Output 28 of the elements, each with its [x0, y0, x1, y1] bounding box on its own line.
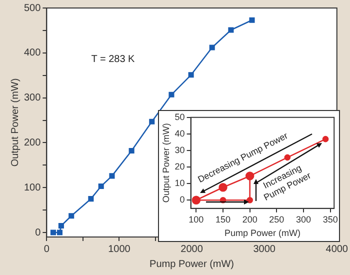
- y-tick-label: 30: [174, 144, 185, 155]
- x-axis-title: Pump Power (mW): [224, 228, 300, 238]
- x-tick-label: 1000: [108, 244, 131, 255]
- x-tick-label: 150: [215, 214, 231, 224]
- x-axis-title: Pump Power (mW): [150, 258, 234, 270]
- x-tick-label: 3000: [253, 244, 276, 255]
- x-tick-label: 300: [296, 214, 312, 224]
- y-tick-label: 10: [174, 178, 185, 188]
- y-tick-label: 0: [180, 194, 185, 205]
- y-axis-title: Output Power (mW): [160, 123, 171, 203]
- x-tick-label: 4000: [326, 244, 348, 255]
- y-axis-title: Output Power (mW): [10, 78, 21, 167]
- x-tick-label: 350: [322, 214, 338, 224]
- x-tick-label: 2000: [180, 244, 204, 255]
- annotation: T = 283 K: [91, 54, 136, 65]
- x-tick-label: 0: [44, 244, 50, 255]
- y-tick-label: 20: [174, 162, 185, 172]
- y-tick-label: 50: [174, 112, 185, 122]
- x-tick-label: 100: [188, 214, 204, 224]
- x-tick-label: 200: [242, 214, 258, 224]
- y-tick-label: 40: [174, 128, 185, 138]
- y-tick-label: 400: [24, 48, 42, 59]
- y-tick-label: 300: [24, 92, 42, 104]
- x-tick-label: 250: [269, 214, 284, 224]
- y-tick-label: 0: [35, 227, 42, 238]
- y-tick-label: 200: [24, 137, 42, 148]
- y-tick-label: 500: [24, 2, 42, 14]
- y-tick-label: 100: [24, 182, 42, 194]
